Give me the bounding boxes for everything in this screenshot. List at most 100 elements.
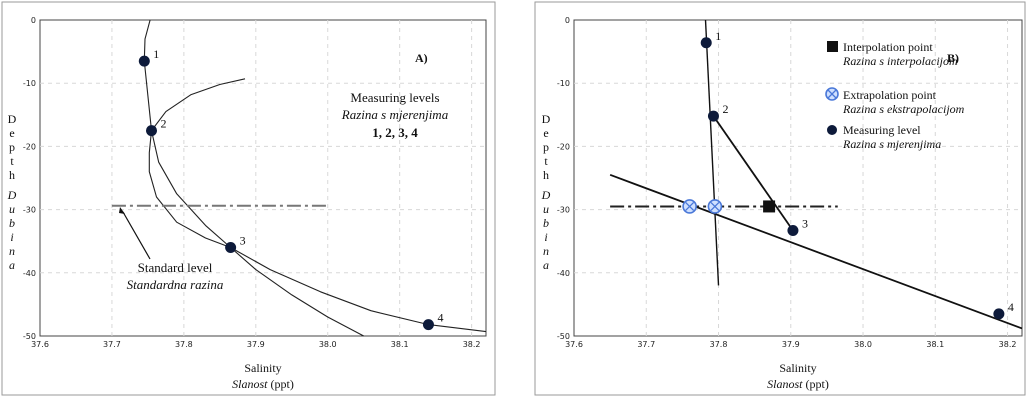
panel-b-lines <box>609 19 1023 330</box>
panel-a-xlabel-alt: Slanost (ppt) <box>232 377 294 391</box>
ylabel-letter: h <box>9 168 15 182</box>
measuring-point-label: 4 <box>1008 300 1014 314</box>
x-tick-label: 37.6 <box>31 340 49 349</box>
standard-level-pointer <box>122 211 151 260</box>
y-tick-label: -30 <box>23 206 36 215</box>
ylabel-alt-letter: D <box>541 188 551 202</box>
panel-a-plot: 37.6 37.7 37.8 37.9 38.0 38.1 38.2 0 -10 -20 -30 -4… <box>23 16 487 349</box>
panel-a-axes <box>39 19 487 337</box>
legend-measuring-title: Measuring level <box>843 123 921 137</box>
extrapolation-point <box>707 199 723 214</box>
ylabel-letter: e <box>543 126 548 140</box>
y-tick-label: -20 <box>557 142 570 151</box>
ylabel-letter: h <box>543 168 549 182</box>
panel-a-label: A) <box>415 51 428 65</box>
panel-a-points: 1 2 3 4 <box>138 47 443 331</box>
x-tick-label: 38.1 <box>391 340 409 349</box>
y-tick-label: -40 <box>557 269 570 278</box>
ylabel-alt-letter: u <box>9 202 15 216</box>
measuring-point-label: 2 <box>161 117 167 131</box>
panel-a-xlabel-alt-word: Slanost <box>232 377 268 391</box>
y-tick-label: -20 <box>23 142 36 151</box>
x-tick-label: 38.2 <box>463 340 481 349</box>
measuring-point-label: 2 <box>722 102 728 116</box>
panel-b-axes <box>573 19 1023 337</box>
measuring-levels-alt: Razina s mjerenjima <box>341 107 449 122</box>
legend-extrapolation-marker <box>825 87 839 101</box>
measuring-point-label: 1 <box>153 47 159 61</box>
interpolation-point <box>763 200 776 213</box>
measuring-point-label: 3 <box>240 234 246 248</box>
measuring-point-label: 1 <box>715 29 721 43</box>
panel-a-grid <box>40 20 486 336</box>
x-tick-label: 38.0 <box>319 340 337 349</box>
legend-interpolation-title: Interpolation point <box>843 40 933 54</box>
panel-b-xlabel: Salinity <box>779 361 816 375</box>
ylabel-alt-letter: u <box>543 202 549 216</box>
panel-b-label: B) <box>947 51 959 65</box>
y-tick-label: -10 <box>557 79 570 88</box>
ylabel-letter: t <box>544 154 548 168</box>
panel-b-xlabel-unit: (ppt) <box>806 377 829 391</box>
ylabel-alt-letter: D <box>7 188 17 202</box>
panel-a-xlabel: Salinity <box>244 361 281 375</box>
standard-level-title: Standard level <box>138 260 213 275</box>
measuring-levels-title: Measuring levels <box>350 90 439 105</box>
legend-measuring-marker <box>827 125 837 135</box>
y-tick-label: -40 <box>23 269 36 278</box>
panel-a-xlabel-unit: (ppt) <box>271 377 294 391</box>
ylabel-letter: D <box>8 112 17 126</box>
ylabel-letter: e <box>9 126 14 140</box>
curve-upper-branch <box>151 78 246 131</box>
panel-b-ticks: 37.6 37.7 37.8 37.9 38.0 38.1 38.2 0 -10 -20 -30 -4… <box>557 16 1017 349</box>
panel-b-points: 1 2 3 4 <box>682 29 1014 320</box>
x-tick-label: 37.8 <box>175 340 193 349</box>
panel-b-plot: 37.6 37.7 37.8 37.9 38.0 38.1 38.2 0 -10 -20 -30 -4… <box>557 16 1023 349</box>
measuring-levels-list: 1, 2, 3, 4 <box>372 125 418 140</box>
y-tick-label: 0 <box>565 16 570 25</box>
ylabel-alt-letter: i <box>10 230 13 244</box>
measuring-point <box>787 224 799 236</box>
legend-extrapolation-alt: Razina s ekstrapolacijom <box>842 102 965 116</box>
ylabel-alt-letter: a <box>9 258 15 272</box>
ylabel-alt-letter: a <box>543 258 549 272</box>
x-tick-label: 38.1 <box>926 340 944 349</box>
measuring-point-label: 4 <box>437 311 443 325</box>
measuring-point-label: 3 <box>802 216 808 230</box>
extrapolation-point <box>682 199 697 214</box>
segment-line-1-2 <box>704 19 720 286</box>
ylabel-letter: p <box>9 140 15 154</box>
ylabel-letter: D <box>542 112 551 126</box>
curve-profile <box>143 19 487 333</box>
measuring-point <box>993 308 1005 320</box>
y-tick-label: 0 <box>31 16 36 25</box>
x-tick-label: 37.8 <box>710 340 728 349</box>
segment-line-3-4 <box>609 173 1023 330</box>
x-tick-label: 38.2 <box>999 340 1017 349</box>
legend-measuring-alt: Razina s mjerenjima <box>842 137 941 151</box>
ylabel-alt-letter: b <box>9 216 15 230</box>
ylabel-alt-letter: i <box>544 230 547 244</box>
measuring-point <box>700 37 712 49</box>
panel-b-grid <box>574 20 1022 336</box>
x-tick-label: 38.0 <box>854 340 872 349</box>
standard-level-alt: Standardna razina <box>127 277 224 292</box>
measuring-point <box>422 319 434 331</box>
legend-interpolation-alt: Razina s interpolacijom <box>842 54 958 68</box>
y-tick-label: -30 <box>557 206 570 215</box>
x-tick-label: 37.6 <box>565 340 583 349</box>
standard-level-arrowhead <box>119 207 125 214</box>
panel-b-legend: Interpolation point Razina s interpolaci… <box>825 40 965 151</box>
x-tick-label: 37.7 <box>637 340 655 349</box>
ylabel-letter: t <box>10 154 14 168</box>
ylabel-alt-letter: n <box>9 244 15 258</box>
panel-b-xlabel-alt-word: Slanost <box>767 377 803 391</box>
measuring-point <box>138 55 150 67</box>
x-tick-label: 37.9 <box>247 340 265 349</box>
measuring-point <box>146 125 157 137</box>
y-tick-label: -50 <box>557 332 570 341</box>
ylabel-alt-letter: b <box>543 216 549 230</box>
ylabel-letter: p <box>543 140 549 154</box>
